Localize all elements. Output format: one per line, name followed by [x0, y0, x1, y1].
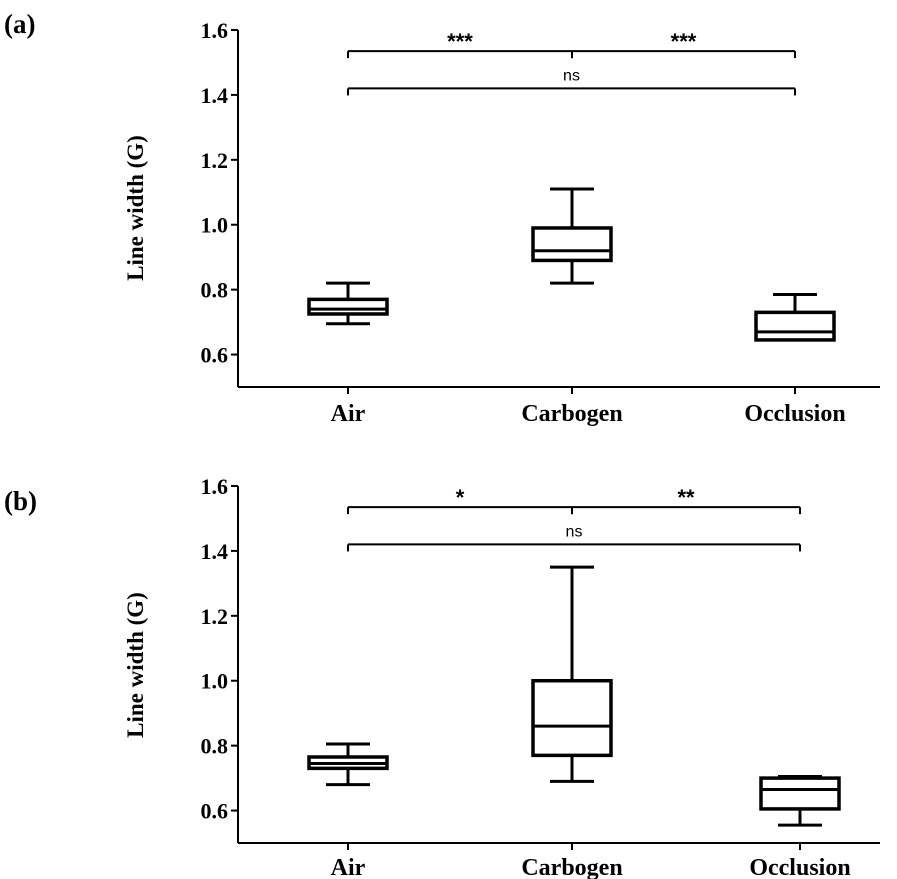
- y-tick-label: 1.6: [201, 474, 229, 499]
- y-tick-label: 1.2: [201, 148, 229, 173]
- significance-bracket: **: [571, 485, 801, 515]
- x-tick-label-air: Air: [331, 401, 366, 427]
- y-tick-label: 1.2: [201, 604, 229, 629]
- significance-bracket: ***: [571, 29, 796, 59]
- significance-bracket: *: [347, 485, 573, 515]
- y-tick-label: 1.6: [201, 18, 229, 43]
- box-air: [307, 742, 389, 787]
- significance-label: ns: [566, 523, 583, 540]
- significance-label: *: [456, 485, 465, 510]
- significance-label: ***: [671, 29, 697, 54]
- box-carbogen: [531, 187, 613, 285]
- x-tick-label-occlusion: Occlusion: [749, 855, 850, 879]
- y-tick-label: 1.4: [201, 539, 229, 564]
- significance-label: ns: [563, 67, 580, 84]
- y-tick-label: 1.4: [201, 83, 229, 108]
- box-carbogen: [531, 565, 613, 783]
- iqr-box: [531, 226, 613, 263]
- y-tick-label: 1.0: [201, 669, 229, 694]
- chart-panel-a: (a) Line width (G) 0.6 0.8 1.0 1.2 1.4 1.6 Air Ca…: [4, 9, 880, 427]
- significance-label: ***: [447, 29, 473, 54]
- x-tick-label-air: Air: [331, 855, 366, 879]
- chart-panel-b: (b) Line width (G) 0.6 0.8 1.0 1.2 1.4 1.6 Air Ca…: [4, 474, 880, 879]
- significance-bracket: ns: [347, 67, 796, 96]
- significance-bracket: ns: [347, 523, 801, 552]
- significance-bracket: ***: [347, 29, 573, 59]
- panel-label: (a): [4, 9, 35, 39]
- y-tick-label: 1.0: [201, 213, 229, 238]
- iqr-box: [754, 310, 836, 342]
- significance-label: **: [677, 485, 695, 510]
- y-tick-label: 0.8: [201, 734, 229, 759]
- x-tick-label-occlusion: Occlusion: [744, 401, 845, 427]
- y-tick-label: 0.6: [201, 343, 229, 368]
- y-tick-label: 0.8: [201, 278, 229, 303]
- x-tick-label-carbogen: Carbogen: [521, 855, 622, 879]
- x-tick-label-carbogen: Carbogen: [521, 401, 622, 427]
- iqr-box: [759, 776, 841, 811]
- y-tick-label: 0.6: [201, 799, 229, 824]
- box-occlusion: [754, 293, 836, 342]
- iqr-box: [531, 678, 613, 758]
- panel-label: (b): [4, 486, 37, 516]
- box-air: [307, 281, 389, 326]
- y-axis-label: Line width (G): [123, 135, 148, 281]
- y-axis-label: Line width (G): [123, 592, 148, 738]
- iqr-box: [307, 297, 389, 316]
- box-occlusion: [759, 774, 841, 827]
